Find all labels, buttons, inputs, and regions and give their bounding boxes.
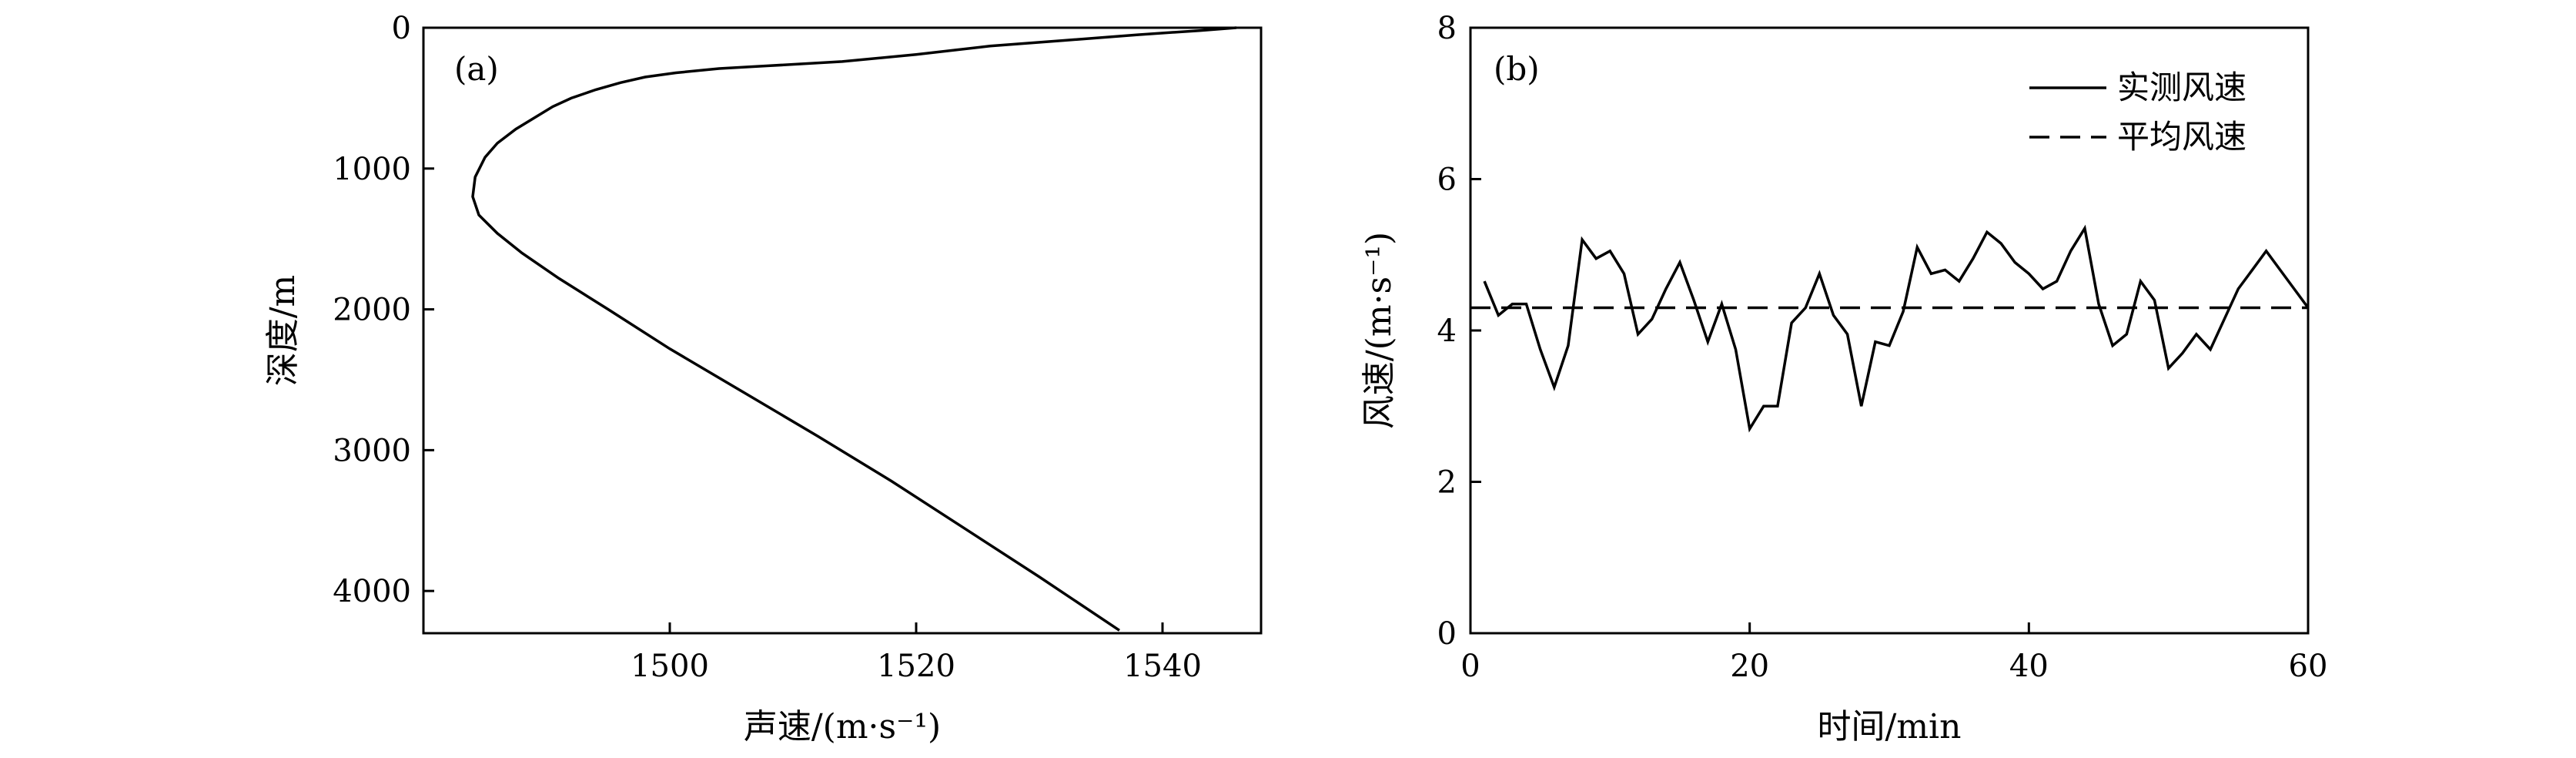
panel-b-y-tick-label: 8 bbox=[1437, 11, 1457, 46]
legend-measured-label: 实测风速 bbox=[2117, 69, 2246, 106]
panel-b-y-tick-label: 2 bbox=[1437, 465, 1457, 501]
panel-a-sound-speed-profile: 1500 1520 1540 0 1000 2000 3000 4000 (a) 声速/(m·… bbox=[263, 11, 1263, 746]
panel-b-x-tick-label: 40 bbox=[2009, 649, 2049, 684]
panel-b-label: (b) bbox=[1494, 50, 1540, 88]
panel-b-x-tick-label: 60 bbox=[2289, 649, 2328, 684]
panel-b-y-tick-label: 4 bbox=[1437, 314, 1457, 349]
panel-a-ticks: 1500 1520 1540 0 1000 2000 3000 4000 bbox=[333, 11, 1202, 684]
panel-a-y-axis-title: 深度/m bbox=[263, 275, 303, 387]
panel-a-x-tick-label: 1520 bbox=[877, 649, 955, 684]
panel-a-x-axis-title: 声速/(m·s⁻¹) bbox=[744, 707, 941, 746]
panel-b-measured-wind-speed-line bbox=[1483, 224, 2310, 433]
panel-b-y-axis-title: 风速/(m·s⁻¹) bbox=[1360, 232, 1399, 429]
panel-b-x-tick-label: 0 bbox=[1460, 649, 1480, 684]
panel-a-sound-speed-curve bbox=[471, 26, 1237, 632]
panel-a-y-tick-label: 4000 bbox=[333, 574, 411, 609]
panel-a-y-tick-label: 3000 bbox=[333, 433, 411, 468]
panel-a-y-tick-label: 1000 bbox=[333, 152, 411, 187]
panel-b-y-tick-label: 0 bbox=[1437, 616, 1457, 652]
panel-b-x-tick-label: 20 bbox=[1730, 649, 1769, 684]
panel-a-y-tick-label: 2000 bbox=[333, 293, 411, 328]
panel-a-y-tick-label: 0 bbox=[392, 11, 411, 46]
panel-a-plot-frame bbox=[422, 26, 1263, 635]
panel-b-ticks: 0 20 40 60 0 2 4 6 8 bbox=[1437, 11, 2328, 684]
panel-b-wind-speed: 0 20 40 60 0 2 4 6 8 (b) 时间/min 风速/(m·s⁻¹) 实测风速 … bbox=[1360, 11, 2327, 746]
panel-a-label: (a) bbox=[454, 50, 499, 88]
panel-b-legend: 实测风速 平均风速 bbox=[2029, 69, 2246, 156]
panel-b-y-tick-label: 6 bbox=[1437, 163, 1457, 198]
panel-a-x-tick-label: 1500 bbox=[631, 649, 709, 684]
panel-a-x-tick-label: 1540 bbox=[1123, 649, 1202, 684]
legend-mean-label: 平均风速 bbox=[2117, 118, 2246, 156]
panel-b-plot-frame bbox=[1469, 26, 2310, 635]
panel-b-x-axis-title: 时间/min bbox=[1818, 707, 1962, 746]
